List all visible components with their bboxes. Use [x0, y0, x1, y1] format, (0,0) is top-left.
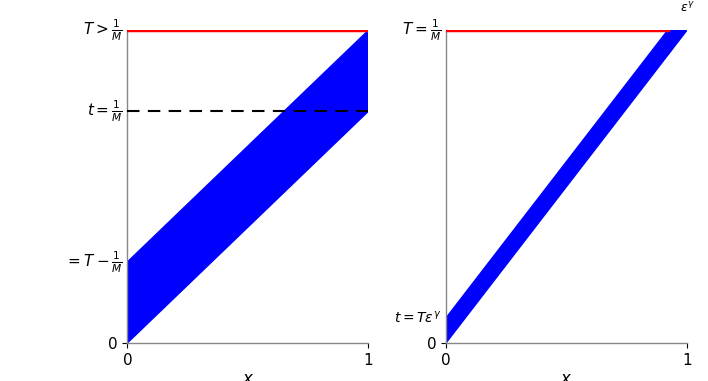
Polygon shape	[446, 30, 687, 343]
Polygon shape	[127, 30, 368, 343]
Text: $T = \frac{1}{M}$: $T = \frac{1}{M}$	[402, 18, 441, 43]
Text: $\varepsilon^\gamma$: $\varepsilon^\gamma$	[680, 1, 695, 15]
X-axis label: $x$: $x$	[560, 370, 573, 381]
Text: $t = T\varepsilon^\gamma$: $t = T\varepsilon^\gamma$	[394, 310, 441, 326]
Text: $t = \frac{1}{M}$: $t = \frac{1}{M}$	[86, 99, 122, 124]
Text: $T > \frac{1}{M}$: $T > \frac{1}{M}$	[84, 18, 122, 43]
X-axis label: $x$: $x$	[241, 370, 254, 381]
Text: $= T - \frac{1}{M}$: $= T - \frac{1}{M}$	[64, 249, 122, 275]
